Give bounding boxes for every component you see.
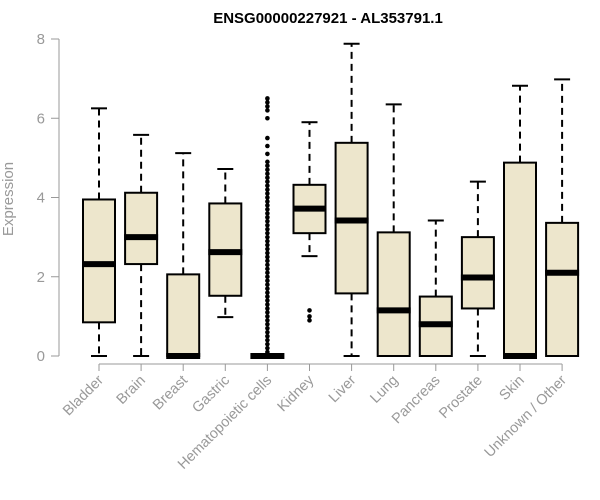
- iqr-box: [124, 191, 159, 266]
- x-tick-label: Brain: [114, 373, 149, 408]
- y-tick-label: 0: [37, 348, 45, 365]
- iqr-box: [460, 236, 495, 310]
- outlier-point: [265, 274, 270, 280]
- outlier-point: [265, 333, 270, 339]
- box-gastric: [208, 167, 243, 319]
- iqr-box: [503, 161, 537, 357]
- outlier-point: [265, 282, 270, 287]
- iqr-box: [545, 221, 580, 357]
- outlier-point: [265, 187, 270, 192]
- x-tick-label: Lung: [367, 373, 401, 407]
- outlier-point: [265, 104, 270, 109]
- outlier-point: [265, 100, 270, 105]
- box-pancreas: [418, 219, 453, 357]
- box-skin: [503, 84, 537, 359]
- y-tick-label: 4: [37, 190, 45, 207]
- box-breast: [166, 152, 201, 359]
- outlier-point: [265, 175, 270, 180]
- outlier-point: [265, 238, 270, 244]
- box-kidney: [292, 121, 327, 323]
- outlier-point: [265, 322, 270, 327]
- x-tick-label: Liver: [326, 372, 360, 406]
- y-tick-label: 6: [37, 110, 45, 127]
- outlier-point: [265, 349, 270, 355]
- outlier-point: [265, 258, 270, 264]
- outlier-point: [265, 318, 270, 323]
- outlier-point: [265, 337, 270, 343]
- x-tick-label: Prostate: [436, 373, 485, 422]
- outlier-point: [265, 286, 270, 291]
- x-tick-label: Skin: [497, 373, 528, 404]
- outlier-point: [265, 167, 270, 173]
- outlier-point: [265, 314, 270, 319]
- box-prostate: [460, 180, 495, 357]
- outlier-point: [265, 218, 270, 224]
- outlier-point: [265, 195, 270, 200]
- chart-title: ENSG00000227921 - AL353791.1: [213, 10, 443, 27]
- outlier-point: [265, 262, 270, 268]
- y-tick-label: 2: [37, 269, 45, 286]
- outlier-point: [265, 211, 270, 216]
- outlier-point: [265, 254, 270, 260]
- outlier-point: [265, 294, 270, 299]
- outlier-point: [307, 318, 312, 323]
- outlier-point: [265, 135, 270, 141]
- outlier-point: [265, 250, 270, 256]
- outlier-point: [265, 159, 270, 165]
- box-hematopoietic-cells: [250, 96, 285, 359]
- x-tick-label: Bladder: [60, 372, 107, 419]
- box-brain: [124, 133, 159, 357]
- outlier-point: [307, 308, 312, 313]
- outlier-point: [265, 310, 270, 315]
- outlier-point: [265, 171, 270, 177]
- outlier-point: [265, 329, 270, 335]
- plot-area: [82, 42, 580, 359]
- box-liver: [334, 42, 369, 357]
- outlier-point: [265, 199, 270, 204]
- y-axis: 0 2 4 6 8: [37, 31, 60, 365]
- outlier-point: [307, 314, 312, 319]
- outlier-point: [265, 242, 270, 248]
- outlier-point: [265, 143, 270, 149]
- outlier-point: [265, 203, 270, 208]
- iqr-box: [166, 273, 201, 357]
- outlier-point: [265, 266, 270, 272]
- outlier-point: [265, 163, 270, 169]
- outlier-point: [265, 325, 270, 331]
- outlier-point: [265, 234, 270, 240]
- outlier-point: [265, 270, 270, 276]
- x-tick-label: Breast: [150, 373, 191, 414]
- outlier-point: [265, 222, 270, 228]
- outlier-point: [265, 290, 270, 295]
- outlier-point: [265, 226, 270, 232]
- outlier-point: [265, 115, 270, 121]
- x-tick-label: Kidney: [275, 372, 318, 415]
- box-unknown-other: [545, 78, 580, 357]
- outlier-point: [265, 151, 270, 157]
- iqr-box: [82, 198, 116, 324]
- outlier-point: [265, 96, 270, 101]
- outlier-point: [265, 306, 270, 311]
- outlier-point: [265, 298, 270, 303]
- box-lung: [376, 103, 411, 357]
- outlier-point: [265, 230, 270, 236]
- outlier-point: [265, 191, 270, 196]
- outlier-point: [265, 183, 270, 188]
- outlier-point: [265, 302, 270, 307]
- iqr-box: [376, 231, 411, 357]
- outlier-point: [265, 278, 270, 284]
- outlier-point: [265, 246, 270, 252]
- y-tick-label: 8: [37, 31, 45, 48]
- outlier-point: [265, 179, 270, 184]
- outlier-point: [265, 207, 270, 212]
- y-axis-label: Expression: [0, 162, 17, 236]
- box-bladder: [82, 107, 116, 357]
- outlier-point: [265, 215, 270, 220]
- outlier-point: [265, 108, 270, 113]
- outlier-point: [265, 345, 270, 351]
- outlier-point: [265, 341, 270, 347]
